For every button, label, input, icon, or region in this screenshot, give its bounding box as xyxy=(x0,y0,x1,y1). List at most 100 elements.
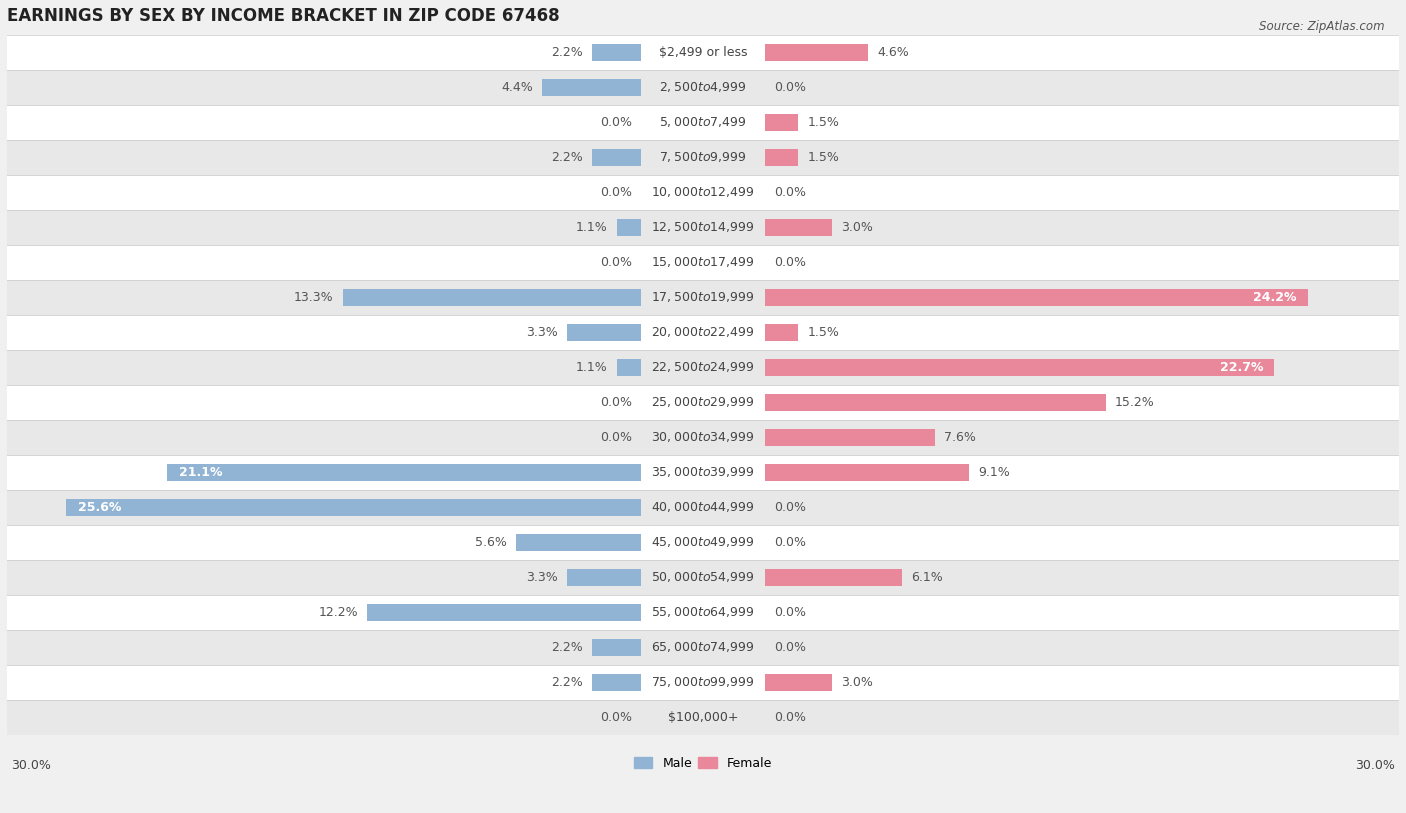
Text: $55,000 to $64,999: $55,000 to $64,999 xyxy=(651,606,755,620)
FancyBboxPatch shape xyxy=(0,210,1406,245)
Bar xyxy=(765,359,1274,376)
Text: $40,000 to $44,999: $40,000 to $44,999 xyxy=(651,500,755,515)
Text: 0.0%: 0.0% xyxy=(600,256,633,269)
FancyBboxPatch shape xyxy=(0,350,1406,385)
Text: 0.0%: 0.0% xyxy=(600,431,633,444)
Text: 3.3%: 3.3% xyxy=(526,326,558,339)
Text: 1.1%: 1.1% xyxy=(576,361,607,374)
Text: $45,000 to $49,999: $45,000 to $49,999 xyxy=(651,536,755,550)
Text: $30,000 to $34,999: $30,000 to $34,999 xyxy=(651,430,755,445)
Text: 1.5%: 1.5% xyxy=(807,326,839,339)
FancyBboxPatch shape xyxy=(0,454,1406,490)
Text: 24.2%: 24.2% xyxy=(1253,291,1296,304)
Text: 2.2%: 2.2% xyxy=(551,46,583,59)
Bar xyxy=(66,498,641,516)
Bar xyxy=(765,289,1308,307)
Text: $2,500 to $4,999: $2,500 to $4,999 xyxy=(659,80,747,94)
Bar xyxy=(343,289,641,307)
Text: 0.0%: 0.0% xyxy=(600,396,633,409)
FancyBboxPatch shape xyxy=(0,560,1406,595)
Text: $22,500 to $24,999: $22,500 to $24,999 xyxy=(651,360,755,374)
Bar xyxy=(167,463,641,481)
Bar xyxy=(765,463,969,481)
Text: 0.0%: 0.0% xyxy=(773,80,806,93)
Text: 12.2%: 12.2% xyxy=(319,606,359,619)
Text: $100,000+: $100,000+ xyxy=(668,711,738,724)
Text: Source: ZipAtlas.com: Source: ZipAtlas.com xyxy=(1260,20,1385,33)
Bar xyxy=(567,568,641,586)
Bar xyxy=(765,568,901,586)
Bar xyxy=(592,44,641,61)
Bar xyxy=(617,219,641,236)
Bar xyxy=(516,533,641,551)
Text: 0.0%: 0.0% xyxy=(773,641,806,654)
Text: 21.1%: 21.1% xyxy=(179,466,222,479)
FancyBboxPatch shape xyxy=(0,385,1406,420)
Text: 4.6%: 4.6% xyxy=(877,46,908,59)
Bar xyxy=(765,44,868,61)
Legend: Male, Female: Male, Female xyxy=(628,752,778,775)
Text: $7,500 to $9,999: $7,500 to $9,999 xyxy=(659,150,747,164)
Text: $35,000 to $39,999: $35,000 to $39,999 xyxy=(651,465,755,480)
FancyBboxPatch shape xyxy=(0,595,1406,630)
Text: EARNINGS BY SEX BY INCOME BRACKET IN ZIP CODE 67468: EARNINGS BY SEX BY INCOME BRACKET IN ZIP… xyxy=(7,7,560,25)
FancyBboxPatch shape xyxy=(0,70,1406,105)
Text: 3.3%: 3.3% xyxy=(526,571,558,584)
FancyBboxPatch shape xyxy=(0,665,1406,700)
Text: 1.5%: 1.5% xyxy=(807,115,839,128)
Text: 22.7%: 22.7% xyxy=(1220,361,1263,374)
Text: $50,000 to $54,999: $50,000 to $54,999 xyxy=(651,571,755,585)
Text: 0.0%: 0.0% xyxy=(773,711,806,724)
FancyBboxPatch shape xyxy=(0,175,1406,210)
Text: 0.0%: 0.0% xyxy=(773,536,806,549)
Text: $10,000 to $12,499: $10,000 to $12,499 xyxy=(651,185,755,199)
Text: 13.3%: 13.3% xyxy=(294,291,333,304)
Bar xyxy=(765,428,935,446)
Bar xyxy=(567,324,641,341)
Text: 6.1%: 6.1% xyxy=(911,571,942,584)
Text: $65,000 to $74,999: $65,000 to $74,999 xyxy=(651,641,755,654)
Text: 0.0%: 0.0% xyxy=(600,115,633,128)
Text: $20,000 to $22,499: $20,000 to $22,499 xyxy=(651,325,755,339)
Bar xyxy=(765,114,799,131)
Text: 0.0%: 0.0% xyxy=(773,256,806,269)
Text: 5.6%: 5.6% xyxy=(475,536,506,549)
FancyBboxPatch shape xyxy=(0,490,1406,525)
Bar xyxy=(592,149,641,166)
Text: $17,500 to $19,999: $17,500 to $19,999 xyxy=(651,290,755,304)
Text: 30.0%: 30.0% xyxy=(1355,759,1395,772)
Text: 3.0%: 3.0% xyxy=(841,676,873,689)
Text: 0.0%: 0.0% xyxy=(600,186,633,199)
Bar xyxy=(765,149,799,166)
Text: $2,499 or less: $2,499 or less xyxy=(659,46,747,59)
Text: 0.0%: 0.0% xyxy=(773,501,806,514)
Text: 25.6%: 25.6% xyxy=(77,501,121,514)
Bar xyxy=(543,79,641,96)
FancyBboxPatch shape xyxy=(0,140,1406,175)
Text: 9.1%: 9.1% xyxy=(979,466,1010,479)
FancyBboxPatch shape xyxy=(0,315,1406,350)
Text: 4.4%: 4.4% xyxy=(502,80,533,93)
FancyBboxPatch shape xyxy=(0,700,1406,735)
Text: 2.2%: 2.2% xyxy=(551,676,583,689)
Bar xyxy=(765,324,799,341)
Text: 0.0%: 0.0% xyxy=(773,186,806,199)
Text: 2.2%: 2.2% xyxy=(551,641,583,654)
Text: $75,000 to $99,999: $75,000 to $99,999 xyxy=(651,676,755,689)
Bar xyxy=(617,359,641,376)
FancyBboxPatch shape xyxy=(0,35,1406,70)
Text: 7.6%: 7.6% xyxy=(945,431,976,444)
Text: 3.0%: 3.0% xyxy=(841,221,873,234)
Text: 15.2%: 15.2% xyxy=(1115,396,1154,409)
Bar xyxy=(592,674,641,691)
Bar xyxy=(765,393,1107,411)
Bar xyxy=(765,219,832,236)
Text: 1.5%: 1.5% xyxy=(807,151,839,164)
Text: 2.2%: 2.2% xyxy=(551,151,583,164)
FancyBboxPatch shape xyxy=(0,280,1406,315)
Text: 0.0%: 0.0% xyxy=(600,711,633,724)
Text: $5,000 to $7,499: $5,000 to $7,499 xyxy=(659,115,747,129)
FancyBboxPatch shape xyxy=(0,105,1406,140)
FancyBboxPatch shape xyxy=(0,630,1406,665)
Text: $15,000 to $17,499: $15,000 to $17,499 xyxy=(651,255,755,269)
